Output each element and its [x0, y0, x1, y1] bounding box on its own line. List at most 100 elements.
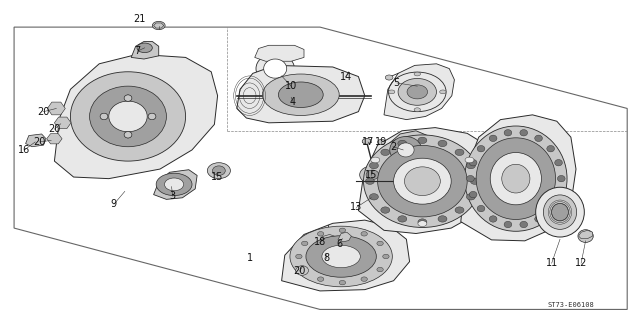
Ellipse shape: [388, 90, 395, 94]
Polygon shape: [461, 115, 576, 241]
Ellipse shape: [371, 157, 380, 163]
Ellipse shape: [377, 241, 383, 246]
Ellipse shape: [264, 59, 287, 78]
Text: 15: 15: [365, 170, 378, 181]
Text: 1: 1: [246, 253, 253, 263]
Polygon shape: [384, 131, 428, 167]
Text: 4: 4: [290, 97, 296, 107]
Text: 20: 20: [293, 266, 306, 276]
Ellipse shape: [390, 137, 422, 163]
Text: 20: 20: [48, 124, 61, 134]
Ellipse shape: [323, 250, 330, 257]
Ellipse shape: [490, 152, 541, 205]
Ellipse shape: [317, 232, 324, 236]
Ellipse shape: [398, 216, 407, 222]
Polygon shape: [282, 220, 410, 291]
Ellipse shape: [418, 221, 427, 226]
Ellipse shape: [124, 95, 132, 101]
Ellipse shape: [470, 178, 479, 184]
Ellipse shape: [502, 164, 530, 193]
Ellipse shape: [555, 191, 563, 198]
Ellipse shape: [306, 236, 376, 277]
Text: 14: 14: [339, 71, 352, 82]
Ellipse shape: [455, 149, 464, 155]
Ellipse shape: [490, 135, 497, 142]
Polygon shape: [47, 102, 65, 115]
Ellipse shape: [296, 266, 308, 275]
Ellipse shape: [290, 226, 392, 287]
Ellipse shape: [317, 277, 324, 281]
Ellipse shape: [364, 135, 481, 227]
Ellipse shape: [555, 160, 563, 166]
Ellipse shape: [361, 277, 367, 281]
Ellipse shape: [440, 90, 446, 94]
Ellipse shape: [362, 138, 371, 144]
Ellipse shape: [377, 267, 383, 272]
Text: 2: 2: [390, 142, 396, 152]
Ellipse shape: [100, 113, 108, 120]
Ellipse shape: [394, 158, 451, 204]
Ellipse shape: [477, 205, 485, 212]
Polygon shape: [54, 117, 71, 129]
Polygon shape: [338, 232, 351, 242]
Ellipse shape: [535, 216, 543, 222]
Ellipse shape: [256, 53, 294, 84]
Ellipse shape: [278, 82, 323, 108]
Polygon shape: [319, 234, 336, 245]
Ellipse shape: [164, 178, 184, 191]
Ellipse shape: [547, 145, 554, 152]
Ellipse shape: [124, 95, 132, 101]
Ellipse shape: [404, 167, 440, 196]
Ellipse shape: [124, 132, 132, 138]
Text: 7: 7: [134, 46, 141, 56]
Ellipse shape: [385, 75, 393, 80]
Text: 15: 15: [211, 172, 224, 182]
Text: 12: 12: [575, 258, 588, 268]
Polygon shape: [131, 41, 159, 59]
Ellipse shape: [398, 78, 436, 105]
Ellipse shape: [469, 160, 477, 166]
Ellipse shape: [414, 72, 420, 76]
Ellipse shape: [152, 21, 165, 30]
Polygon shape: [358, 128, 496, 234]
Text: 11: 11: [545, 258, 558, 268]
Ellipse shape: [490, 216, 497, 222]
Ellipse shape: [70, 72, 186, 161]
Ellipse shape: [504, 130, 512, 136]
Ellipse shape: [383, 254, 389, 259]
Polygon shape: [154, 170, 197, 199]
Text: 19: 19: [375, 137, 388, 147]
Ellipse shape: [148, 113, 156, 120]
Ellipse shape: [369, 162, 378, 169]
Ellipse shape: [418, 219, 427, 225]
Ellipse shape: [520, 130, 527, 136]
Ellipse shape: [543, 195, 577, 229]
Text: 5: 5: [394, 78, 400, 88]
Ellipse shape: [455, 207, 464, 213]
Ellipse shape: [296, 254, 302, 259]
Ellipse shape: [552, 204, 568, 221]
Ellipse shape: [465, 126, 567, 231]
Ellipse shape: [438, 216, 447, 222]
Ellipse shape: [378, 145, 467, 217]
Ellipse shape: [262, 74, 339, 115]
Ellipse shape: [414, 108, 420, 112]
Ellipse shape: [339, 280, 346, 285]
Polygon shape: [255, 45, 304, 61]
Ellipse shape: [557, 175, 565, 182]
Ellipse shape: [536, 187, 584, 237]
Polygon shape: [54, 54, 218, 179]
Ellipse shape: [578, 230, 593, 242]
Text: 8: 8: [323, 253, 330, 263]
Ellipse shape: [547, 205, 554, 212]
Ellipse shape: [365, 178, 374, 184]
Ellipse shape: [438, 140, 447, 147]
Ellipse shape: [407, 85, 428, 99]
Text: 17: 17: [362, 137, 374, 147]
Ellipse shape: [398, 140, 407, 147]
Ellipse shape: [381, 149, 390, 155]
Text: 20: 20: [33, 137, 46, 147]
Text: 6: 6: [336, 239, 342, 249]
Ellipse shape: [369, 194, 378, 200]
Ellipse shape: [467, 162, 476, 169]
